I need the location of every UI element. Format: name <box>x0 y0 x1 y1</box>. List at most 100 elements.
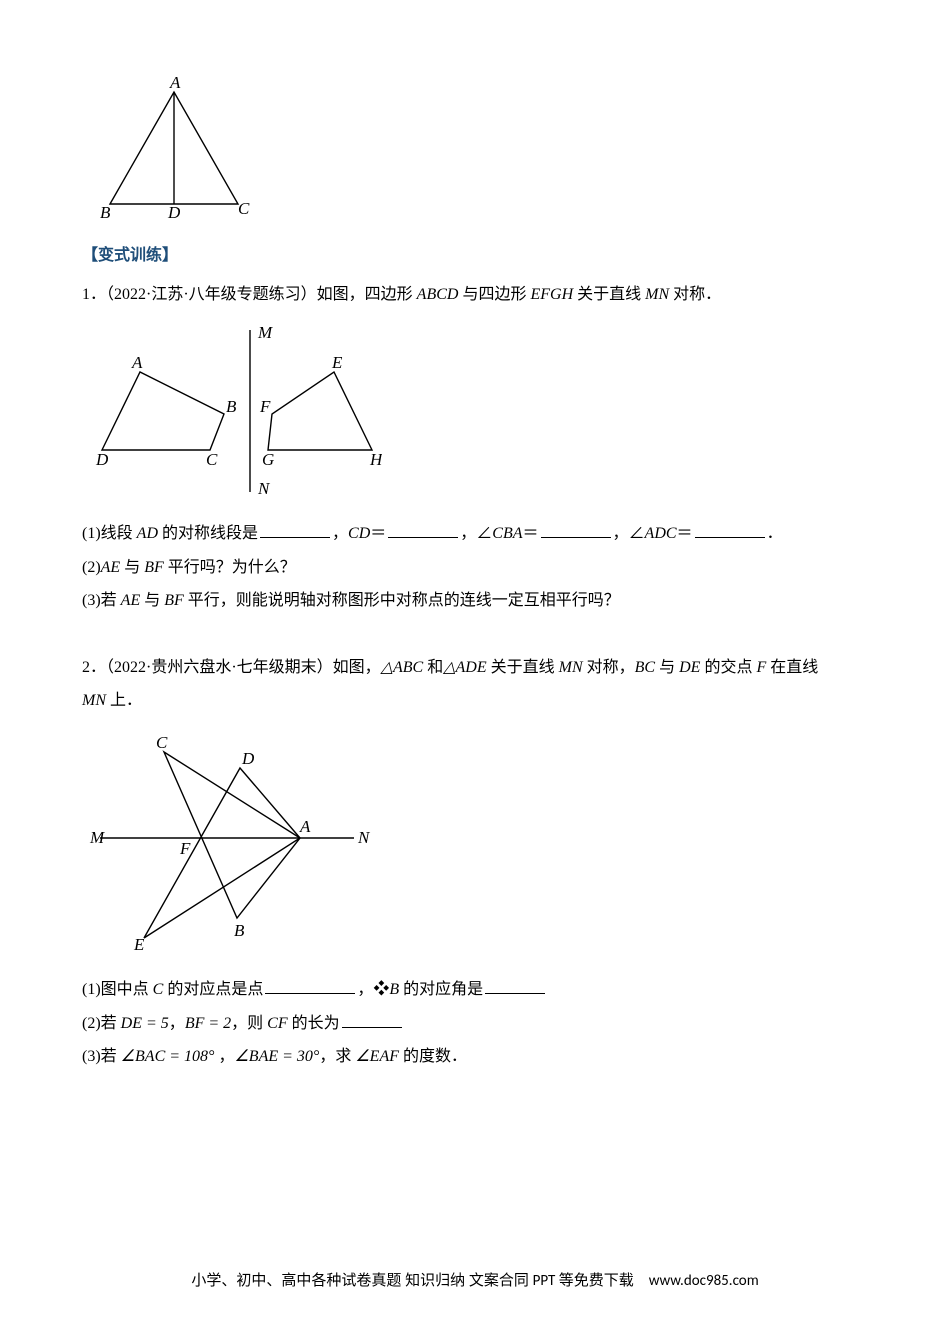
blank-4 <box>695 522 765 538</box>
blank-7 <box>342 1012 402 1028</box>
q1-cd: CD <box>348 525 370 542</box>
q2-eaf: ∠EAF <box>355 1048 399 1065</box>
q1-2a: (2) <box>82 559 101 576</box>
q1-stem-b: 与四边形 <box>458 286 530 303</box>
q2-stem-f: 的交点 <box>700 659 756 676</box>
q2-stem-e: 与 <box>655 659 679 676</box>
pt-M3: M <box>89 828 105 847</box>
pt-C2: C <box>206 450 218 469</box>
q1-1a: (1)线段 <box>82 525 137 542</box>
figure-triangle: A B D C <box>82 74 868 224</box>
pt-A3: A <box>299 817 311 836</box>
q1-stem-c: 关于直线 <box>573 286 645 303</box>
q1-ad: AD <box>137 525 158 542</box>
q1-1b: 的对称线段是 <box>158 525 258 542</box>
q2-3c: ，求 <box>319 1048 355 1065</box>
q1-cba: CBA <box>492 525 522 542</box>
q1-1f: ＝ <box>523 525 539 542</box>
q2-stem-d: 对称， <box>583 659 635 676</box>
q2-1c: ， <box>357 981 373 998</box>
q2-de: DE <box>679 659 700 676</box>
q2-stem-c: 关于直线 <box>487 659 559 676</box>
q1-stem: 1．（2022·江苏·八年级专题练习）如图，四边形 ABCD 与四边形 EFGH… <box>82 281 868 308</box>
q2-baeeq: ∠BAE = 30° <box>234 1048 319 1065</box>
figure-quads: M N A B C D E F G H <box>82 322 868 502</box>
footer-sans: PPT <box>533 1272 559 1290</box>
q1-ae: AE <box>101 559 121 576</box>
q2-ade: △ADE <box>443 659 486 676</box>
q2-1: (1)图中点 C 的对应点是点，❖B 的对应角是 <box>82 976 868 1003</box>
q1-stem-a: 1．（2022·江苏·八年级专题练习）如图，四边形 <box>82 286 417 303</box>
pt-D2: D <box>95 450 109 469</box>
q1-abcd: ABCD <box>417 286 459 303</box>
pt-E2: E <box>331 353 343 372</box>
footer-url: www.doc985.com <box>649 1272 759 1290</box>
q1-2c: 平行吗？为什么？ <box>164 559 296 576</box>
q1-efgh: EFGH <box>530 286 573 303</box>
pt-E3: E <box>133 935 145 954</box>
q2-deeq: DE = 5 <box>121 1015 169 1032</box>
q2-3d: 的度数． <box>399 1048 467 1065</box>
blank-1 <box>260 522 330 538</box>
q2-stem-a: 2．（2022·贵州六盘水·七年级期末）如图， <box>82 659 381 676</box>
q1-3c: 平行，则能说明轴对称图形中对称点的连线一定互相平行吗？ <box>184 592 620 609</box>
q1-3a: (3)若 <box>82 592 121 609</box>
pt-B: B <box>100 203 111 222</box>
triangle-svg: A B D C <box>82 74 262 224</box>
pt-B3: B <box>234 921 245 940</box>
q2-stem-h: 上． <box>106 692 142 709</box>
q1-mn: MN <box>645 286 669 303</box>
q2-1d: 的对应角是 <box>399 981 483 998</box>
q1-1e: ，∠ <box>460 525 492 542</box>
pt-A: A <box>169 74 181 92</box>
q2-2b: ， <box>169 1015 185 1032</box>
q1-1: (1)线段 AD 的对称线段是，CD＝，∠CBA＝，∠ADC＝． <box>82 520 868 547</box>
blank-3 <box>541 522 611 538</box>
footer-cn2: 等免费下载 <box>559 1273 638 1289</box>
q1-ae2: AE <box>121 592 141 609</box>
q2-bc: BC <box>635 659 655 676</box>
pt-C: C <box>238 199 250 218</box>
q2-cf: CF <box>267 1015 287 1032</box>
cross-svg: M N A C D B E F <box>82 728 372 958</box>
pt-F3: F <box>179 839 191 858</box>
q2-2c: ，则 <box>231 1015 267 1032</box>
pt-N3: N <box>357 828 371 847</box>
pt-N: N <box>257 479 271 498</box>
q2-1b: 的对应点是点 <box>163 981 263 998</box>
quads-svg: M N A B C D E F G H <box>82 322 382 502</box>
blank-2 <box>388 522 458 538</box>
q1-bf2: BF <box>164 592 184 609</box>
q1-adc: ADC <box>645 525 677 542</box>
q1-1i: ． <box>767 525 783 542</box>
pt-C3: C <box>156 733 168 752</box>
gap-1 <box>82 620 868 648</box>
footer: 小学、初中、高中各种试卷真题 知识归纳 文案合同 PPT 等免费下载 www.d… <box>0 1269 950 1295</box>
q2-1a: (1)图中点 <box>82 981 153 998</box>
pt-D3: D <box>241 749 255 768</box>
pt-A2: A <box>131 353 143 372</box>
q1-2b: 与 <box>120 559 144 576</box>
q1-2: (2)AE 与 BF 平行吗？为什么？ <box>82 554 868 581</box>
blank-5 <box>265 978 355 994</box>
q1-1g: ，∠ <box>613 525 645 542</box>
q2-bfeq: BF = 2 <box>185 1015 231 1032</box>
q2-3a: (3)若 <box>82 1048 121 1065</box>
q1-1d: ＝ <box>370 525 386 542</box>
q1-3: (3)若 AE 与 BF 平行，则能说明轴对称图形中对称点的连线一定互相平行吗？ <box>82 587 868 614</box>
q2-C: C <box>153 981 164 998</box>
q2-stem-g: 在直线 <box>766 659 818 676</box>
q2-angle-glyph: ❖ <box>373 981 389 998</box>
q2-mn2: MN <box>82 692 106 709</box>
q2-abc: △ABC <box>381 659 424 676</box>
q1-bf: BF <box>144 559 164 576</box>
footer-cn: 小学、初中、高中各种试卷真题 知识归纳 文案合同 <box>191 1273 532 1289</box>
q2-baceq: ∠BAC = 108° <box>121 1048 215 1065</box>
q1-stem-d: 对称． <box>669 286 721 303</box>
q2-mn: MN <box>559 659 583 676</box>
q2-2a: (2)若 <box>82 1015 121 1032</box>
section-header: 【变式训练】 <box>82 242 868 269</box>
q2-3b: ， <box>214 1048 234 1065</box>
q2-stem: 2．（2022·贵州六盘水·七年级期末）如图，△ABC 和△ADE 关于直线 M… <box>82 654 868 681</box>
q1-1h: ＝ <box>677 525 693 542</box>
